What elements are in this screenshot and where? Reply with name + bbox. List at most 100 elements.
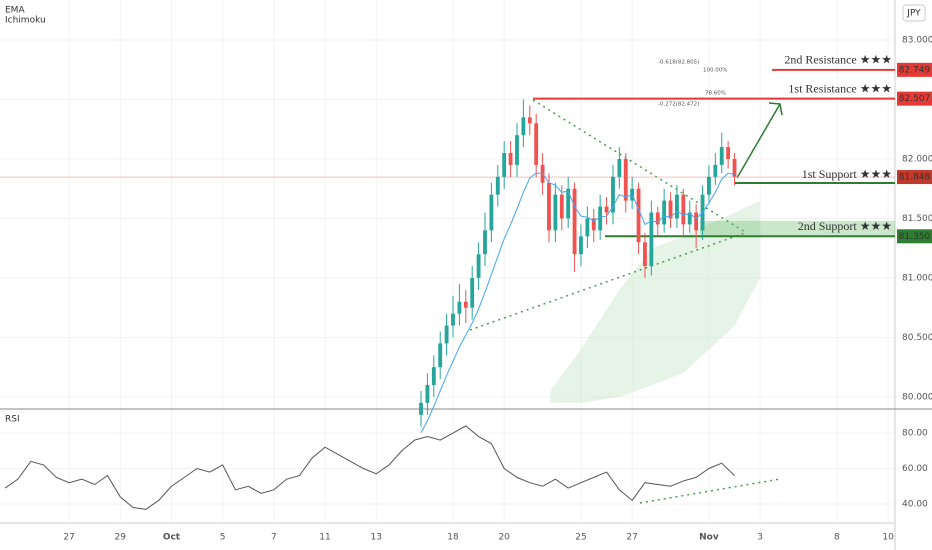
price-tag — [897, 62, 932, 77]
support-zone — [700, 220, 895, 237]
x-tick-label: 8 — [834, 533, 840, 543]
x-tick-label: 5 — [220, 533, 226, 543]
candle-body — [604, 206, 609, 213]
candle-body — [707, 176, 711, 195]
candle-body — [566, 188, 571, 219]
y-tick-label: 80.500 — [902, 333, 932, 343]
currency-box[interactable] — [902, 4, 926, 22]
candle-body — [585, 218, 590, 237]
y-tick-label: 83.000 — [902, 35, 932, 45]
level-name: 2nd Resistance ★★★ — [784, 53, 892, 67]
level-name: 1st Support ★★★ — [802, 167, 892, 181]
candle-body — [611, 176, 615, 213]
fib-label: -0.272(82.472) — [658, 102, 699, 108]
x-tick-label: 27 — [626, 533, 637, 543]
indicator-label: Ichimoku — [5, 16, 46, 26]
price-tag-label: 82.507 — [899, 94, 931, 104]
candle-body — [521, 117, 526, 136]
indicator-label: EMA — [5, 6, 25, 16]
y-tick-label: 40.00 — [902, 500, 928, 510]
candle-body — [694, 212, 699, 231]
candle-body — [547, 182, 551, 231]
candle-body — [719, 147, 724, 165]
arrow — [736, 103, 781, 179]
pane-title: RSI — [5, 415, 20, 425]
candle-body — [732, 158, 737, 177]
price-tag-label: 82.749 — [899, 65, 931, 75]
level-name: 2nd Support ★★★ — [798, 219, 892, 233]
price-tag — [897, 229, 932, 244]
candle-body — [617, 158, 622, 177]
x-tick-label: 20 — [498, 533, 510, 543]
candle-body — [438, 343, 443, 368]
candle-body — [572, 188, 577, 255]
candle-body — [508, 153, 513, 165]
x-tick-label: Oct — [163, 533, 181, 543]
candle-body — [681, 194, 686, 225]
ema-line — [420, 172, 735, 433]
candle-body — [655, 212, 660, 225]
x-tick-label: Nov — [699, 533, 719, 543]
candle-body — [591, 218, 596, 231]
candle-body — [668, 200, 673, 219]
candle-body — [515, 135, 519, 165]
x-tick-label: 3 — [757, 533, 763, 543]
price-tag — [897, 170, 932, 185]
candle-body — [579, 236, 583, 255]
x-tick-label: 7 — [271, 533, 277, 543]
candle-body — [643, 242, 647, 267]
y-tick-label: 82.000 — [902, 154, 932, 164]
candle-body — [726, 147, 731, 159]
x-tick-label: 27 — [63, 533, 74, 543]
candle-body — [713, 164, 718, 177]
y-tick-label: 81.500 — [902, 214, 932, 224]
candle-body — [553, 194, 558, 231]
currency: JPY — [906, 9, 921, 19]
candle-body — [623, 158, 628, 201]
x-tick-label: 29 — [115, 533, 127, 543]
candle-body — [489, 194, 494, 231]
candle-body — [419, 402, 423, 415]
arrow-head — [768, 102, 783, 116]
candle-body — [457, 301, 462, 314]
candle-body — [534, 123, 539, 165]
x-tick-label: 11 — [319, 533, 330, 543]
trendline — [469, 232, 746, 331]
price-tag — [897, 91, 932, 106]
candle-body — [675, 194, 679, 219]
candle-body — [451, 313, 455, 326]
fib-label: -0.618(82.805) — [658, 60, 699, 66]
candle-body — [502, 153, 507, 177]
candle-body — [431, 367, 436, 386]
candle-body — [425, 385, 430, 403]
x-tick-label: 18 — [447, 533, 459, 543]
y-tick-label: 80.00 — [902, 429, 928, 439]
candle-body — [598, 206, 603, 231]
ichimoku-cloud — [550, 200, 761, 403]
candle-body — [687, 212, 692, 225]
candle-body — [662, 200, 667, 225]
candle-body — [470, 277, 475, 308]
x-tick-label: 10 — [882, 533, 894, 543]
candle-body — [636, 188, 641, 243]
x-tick-label: 13 — [370, 533, 381, 543]
y-tick-label: 81.000 — [902, 273, 932, 283]
candle-body — [476, 254, 481, 278]
candle-body — [463, 301, 468, 308]
level-name: 1st Resistance ★★★ — [788, 81, 892, 95]
candle-body — [527, 117, 532, 124]
candle-body — [483, 230, 487, 255]
candle-body — [559, 194, 564, 219]
candle-body — [649, 212, 654, 267]
fib-label: 78.60% — [705, 91, 726, 97]
candle-body — [495, 176, 500, 195]
y-tick-label: 80.000 — [902, 392, 932, 402]
fib-label: 100.00% — [703, 68, 727, 74]
rsi-line — [4, 425, 735, 510]
candle-body — [444, 325, 449, 344]
x-tick-label: 25 — [575, 533, 586, 543]
y-tick-label: 60.00 — [902, 464, 928, 474]
price-tag-label: 81.350 — [899, 232, 931, 242]
